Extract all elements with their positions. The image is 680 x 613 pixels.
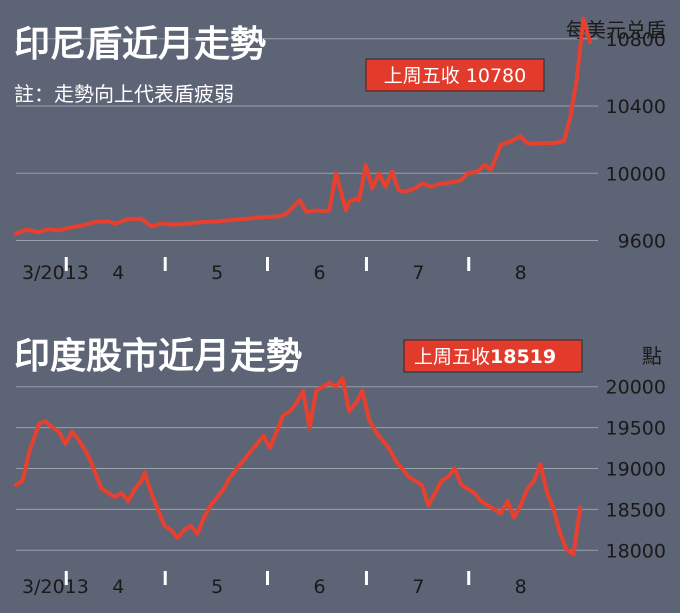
rupiah-x-tick-label: 5 — [211, 262, 223, 284]
rupiah-badge-text: 上周五收 10780 — [384, 65, 526, 87]
rupiah-x-tick-label: 3/2013 — [22, 262, 89, 284]
rupiah-x-tick-label: 8 — [515, 262, 527, 284]
rupiah-y-tick-labels: 9600 10000 10400 10800 — [606, 29, 666, 253]
india-close-badge: 上周五收18519 — [403, 339, 583, 373]
india-y-tick-label: 18500 — [606, 499, 666, 521]
rupiah-chart-subtitle: 註：走勢向上代表盾疲弱 — [14, 82, 234, 106]
rupiah-close-badge: 上周五收 10780 — [365, 58, 545, 92]
india-y-tick-label: 19500 — [606, 418, 666, 440]
rupiah-x-tick-label: 4 — [112, 262, 124, 284]
rupiah-x-tick-label: 7 — [412, 262, 424, 284]
india-series-line — [14, 376, 583, 557]
india-badge-value: 18519 — [490, 346, 556, 368]
india-y-tick-labels: 18000 18500 19000 19500 20000 — [606, 377, 666, 563]
rupiah-badge-box — [365, 58, 545, 92]
india-x-axis: 3/2013 4 5 6 7 8 — [22, 571, 527, 598]
rupiah-y-tick-label: 10800 — [606, 29, 666, 51]
india-gridlines — [16, 386, 598, 551]
india-x-tick-label: 7 — [412, 576, 424, 598]
rupiah-y-tick-label: 10400 — [606, 96, 666, 118]
india-badge-text: 上周五收18519 — [414, 346, 556, 368]
india-y-axis-label: 點 — [642, 344, 662, 368]
india-x-tick-label: 5 — [211, 576, 223, 598]
india-badge-box — [403, 339, 583, 373]
india-x-tick-label: 3/2013 — [22, 576, 89, 598]
rupiah-y-tick-label: 9600 — [618, 231, 666, 253]
rupiah-y-tick-label: 10000 — [606, 163, 666, 185]
india-x-tick-label: 8 — [515, 576, 527, 598]
india-stock-chart: 印度股市近月走勢 點 18000 18500 19000 19500 20000 3/2… — [14, 335, 666, 598]
india-series — [14, 376, 583, 557]
india-y-tick-label: 18000 — [606, 540, 666, 562]
rupiah-gridlines — [16, 38, 598, 242]
rupiah-x-axis: 3/2013 4 5 6 7 8 — [22, 257, 527, 284]
rupiah-x-tick-label: 6 — [313, 262, 325, 284]
rupiah-series — [14, 16, 592, 236]
india-badge-prefix: 上周五收 — [414, 346, 490, 368]
india-chart-title: 印度股市近月走勢 — [14, 335, 302, 377]
india-y-tick-label: 20000 — [606, 377, 666, 399]
rupiah-chart: 印尼盾近月走勢 註：走勢向上代表盾疲弱 每美元兑盾 96001000010400… — [14, 16, 666, 284]
rupiah-chart-title: 印尼盾近月走勢 — [14, 23, 266, 65]
rupiah-series-line — [14, 16, 592, 236]
india-x-tick-label: 4 — [112, 576, 124, 598]
india-y-tick-label: 19000 — [606, 459, 666, 481]
india-x-tick-label: 6 — [313, 576, 325, 598]
